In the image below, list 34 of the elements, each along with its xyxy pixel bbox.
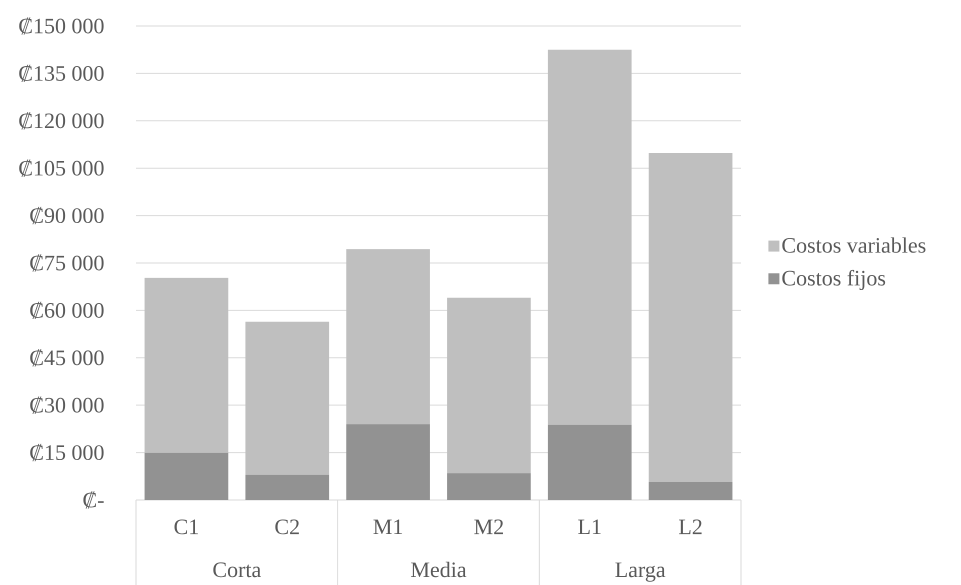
bar (144, 452, 228, 500)
y-tick-label: ₡105 000 (19, 160, 104, 177)
legend-label: Costos variables (782, 237, 926, 253)
y-tick-label: ₡150 000 (19, 17, 104, 35)
y-tick-label: ₡15 000 (30, 444, 104, 462)
bar (245, 322, 330, 475)
x-tick-label: L1 (578, 520, 601, 534)
bar (346, 424, 430, 500)
y-tick-label: ₡60 000 (30, 302, 104, 320)
y-tick-label: ₡- (83, 491, 104, 509)
y-tick-label: ₡135 000 (19, 64, 104, 82)
x-tick-label: M2 (474, 520, 503, 534)
bar (144, 278, 228, 453)
bar (648, 153, 732, 482)
bar (245, 474, 330, 500)
bar (548, 424, 632, 500)
text: Larga (615, 562, 666, 582)
bar (346, 249, 430, 424)
text: Media (411, 562, 466, 578)
x-tick-label: C2 (275, 520, 299, 534)
bar (447, 473, 531, 500)
bar (648, 482, 732, 500)
x-tick-label: C1 (174, 520, 198, 534)
y-tick-label: ₡120 000 (19, 112, 104, 130)
x-tick-label: M1 (373, 520, 402, 534)
y-tick-label: ₡45 000 (30, 349, 104, 366)
bar (548, 50, 632, 425)
text: Corta (213, 562, 261, 578)
legend-label: Costos fijos (782, 270, 886, 290)
y-tick-label: ₡30 000 (30, 396, 104, 414)
y-tick-label: ₡75 000 (30, 254, 104, 272)
bar (447, 298, 531, 474)
x-tick-label: L2 (678, 520, 702, 534)
y-tick-label: ₡90 000 (30, 206, 104, 224)
